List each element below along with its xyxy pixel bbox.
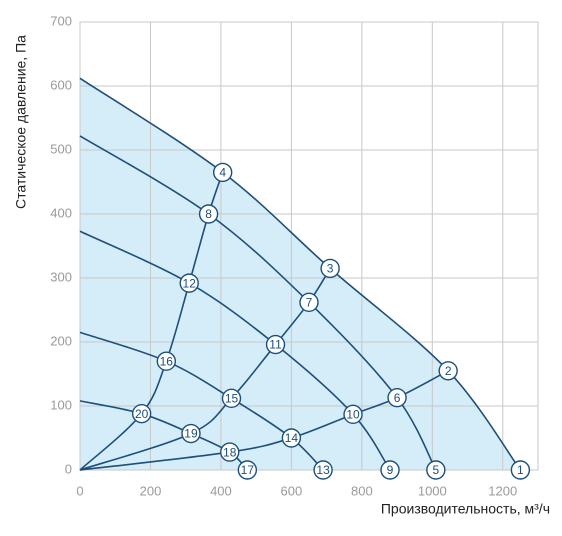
point-marker — [281, 428, 302, 448]
point-marker — [237, 460, 258, 480]
area-fill — [80, 78, 521, 470]
point-label: 14 — [285, 431, 299, 445]
x-tick-label: 0 — [76, 483, 83, 498]
point-marker — [212, 162, 233, 183]
point-label: 7 — [306, 295, 313, 309]
point-marker — [299, 292, 319, 313]
point-marker — [131, 403, 152, 424]
y-axis-label: Статическое давление, Па — [13, 35, 29, 209]
point-marker — [438, 361, 458, 381]
point-marker — [198, 204, 219, 224]
point-marker — [156, 351, 177, 371]
point-marker — [181, 423, 201, 444]
y-tick-label: 500 — [50, 141, 72, 156]
x-tick-label: 1000 — [418, 483, 447, 498]
point-label: 1 — [517, 463, 524, 477]
x-axis-label: Производительность, м³/ч — [381, 501, 550, 517]
point-marker — [343, 404, 363, 425]
point-marker — [313, 460, 333, 480]
y-tick-label: 300 — [50, 269, 72, 284]
point-label: 12 — [183, 276, 197, 290]
y-tick-label: 700 — [50, 13, 72, 28]
x-tick-label: 1200 — [488, 483, 517, 498]
point-marker — [221, 388, 242, 409]
point-label: 4 — [219, 166, 226, 180]
point-label: 11 — [269, 338, 282, 352]
x-tick-label: 800 — [351, 483, 373, 498]
point-label: 15 — [225, 391, 239, 405]
point-marker — [510, 460, 531, 480]
point-label: 10 — [346, 407, 360, 421]
x-tick-label: 400 — [210, 483, 232, 498]
x-tick-label: 200 — [140, 483, 162, 498]
y-tick-label: 600 — [50, 77, 72, 92]
point-label: 5 — [432, 463, 439, 477]
point-marker — [426, 460, 446, 480]
y-tick-label: 100 — [50, 397, 72, 412]
plot-border — [79, 21, 539, 471]
point-label: 3 — [327, 262, 334, 276]
point-label: 20 — [135, 407, 149, 421]
point-label: 16 — [160, 354, 174, 368]
point-marker — [220, 442, 240, 462]
point-marker — [265, 334, 286, 355]
point-label: 19 — [184, 427, 198, 441]
point-marker — [320, 258, 340, 279]
point-marker — [380, 460, 400, 480]
y-tick-label: 400 — [50, 205, 72, 220]
point-label: 17 — [241, 463, 255, 477]
point-label: 6 — [394, 391, 401, 405]
y-tick-label: 0 — [65, 461, 72, 476]
point-label: 13 — [316, 463, 330, 477]
point-marker — [387, 387, 407, 408]
point-label: 18 — [223, 445, 237, 459]
point-label: 8 — [205, 207, 212, 221]
point-marker — [179, 273, 199, 293]
y-tick-label: 200 — [50, 333, 72, 348]
x-tick-label: 600 — [281, 483, 303, 498]
point-label: 9 — [387, 463, 394, 477]
point-label: 2 — [445, 364, 452, 378]
